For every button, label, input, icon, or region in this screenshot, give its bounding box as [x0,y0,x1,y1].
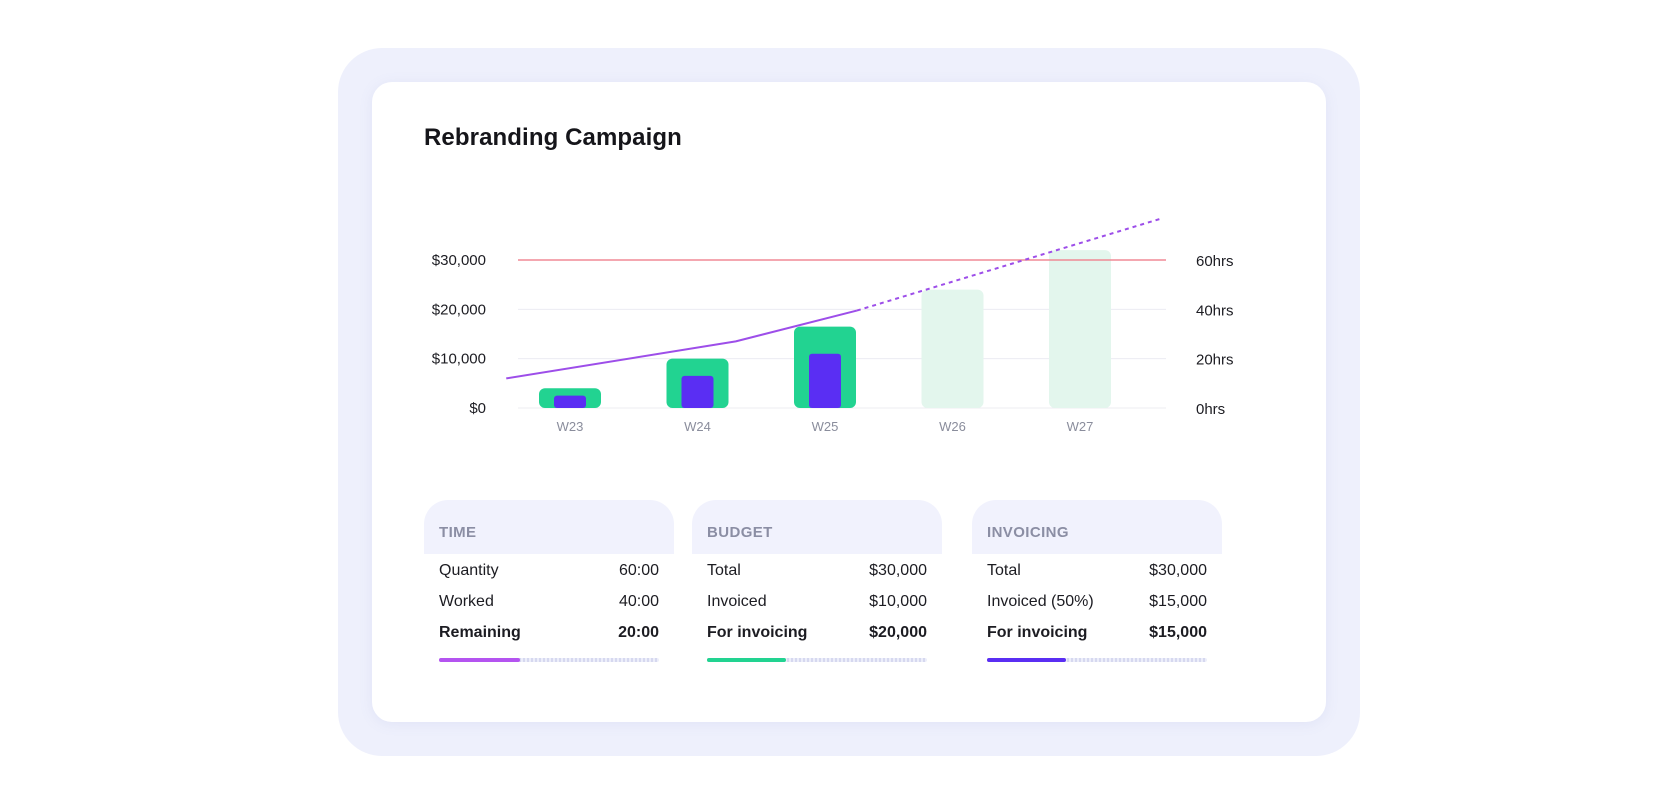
invoiced-bar [809,353,841,408]
budget-progress-bar [707,658,927,662]
panel-title: BUDGET [707,524,773,541]
row-value: $15,000 [1149,593,1207,610]
y-axis-tick-label: $30,000 [432,252,486,269]
y2-axis-tick-label: 0hrs [1196,401,1225,418]
panel-title: TIME [439,524,477,541]
invoicing-panel: INVOICING Total $30,000 Invoiced (50%) $… [972,500,1222,662]
panel-row: Invoiced $10,000 [692,585,942,616]
y2-axis-tick-label: 40hrs [1196,302,1234,319]
panel-row: Worked 40:00 [424,585,674,616]
panel-header: BUDGET [692,500,942,554]
x-axis-tick-label: W25 [812,419,839,434]
x-axis-tick-label: W27 [1067,419,1094,434]
budget-panel: BUDGET Total $30,000 Invoiced $10,000 Fo… [692,500,942,662]
panel-row: Quantity 60:00 [424,554,674,585]
row-value: 40:00 [618,593,659,610]
page-title: Rebranding Campaign [424,124,682,151]
row-label: For invoicing [987,624,1088,641]
x-axis-tick-label: W23 [557,419,584,434]
row-value: $15,000 [1149,624,1207,641]
progress-fill [707,658,787,662]
x-axis-tick-label: W24 [684,419,711,434]
panel-row: Total $30,000 [692,554,942,585]
panel-row: Invoiced (50%) $15,000 [972,585,1222,616]
row-value: 60:00 [618,562,659,579]
budget-hours-chart: $0 $10,000 $20,000 $30,000 0hrs 20hrs 40hrs 60h… [432,217,1234,434]
budget-bar [921,289,984,408]
invoicing-progress-bar [987,658,1207,662]
progress-fill [987,658,1067,662]
invoiced-bar [681,375,714,408]
y2-axis-tick-label: 60hrs [1196,253,1234,270]
hours-line-projected [856,217,1164,312]
row-label: Invoiced [707,593,767,610]
row-label: Total [987,562,1021,579]
hours-line-actual [506,309,858,380]
row-value: $30,000 [869,562,927,579]
y-axis-tick-label: $0 [469,400,486,417]
row-label: Worked [439,593,494,610]
y-axis-tick-label: $20,000 [432,301,486,318]
time-panel: TIME Quantity 60:00 Worked 40:00 Remaini… [424,500,674,662]
progress-fill [439,658,521,662]
y2-axis-tick-label: 20hrs [1196,352,1234,369]
panel-row-total: For invoicing $20,000 [692,616,942,647]
row-label: Remaining [439,624,521,641]
panel-row-total: Remaining 20:00 [424,616,674,647]
panel-header: INVOICING [972,500,1222,554]
row-value: $10,000 [869,593,927,610]
time-progress-bar [439,658,659,662]
panel-header: TIME [424,500,674,554]
panel-row-total: For invoicing $15,000 [972,616,1222,647]
row-value: $20,000 [869,624,927,641]
row-value: 20:00 [618,624,659,641]
row-label: Total [707,562,741,579]
row-value: $30,000 [1149,562,1207,579]
row-label: Invoiced (50%) [987,593,1094,610]
row-label: For invoicing [707,624,808,641]
project-card: Rebranding Campaign $0 $10,000 $20,000 $30,… [372,82,1326,722]
y-axis-tick-label: $10,000 [432,351,486,368]
panel-row: Total $30,000 [972,554,1222,585]
panel-title: INVOICING [987,524,1069,541]
x-axis-tick-label: W26 [939,419,966,434]
budget-bar [1049,250,1111,408]
invoiced-bar [554,395,586,408]
row-label: Quantity [439,562,499,579]
